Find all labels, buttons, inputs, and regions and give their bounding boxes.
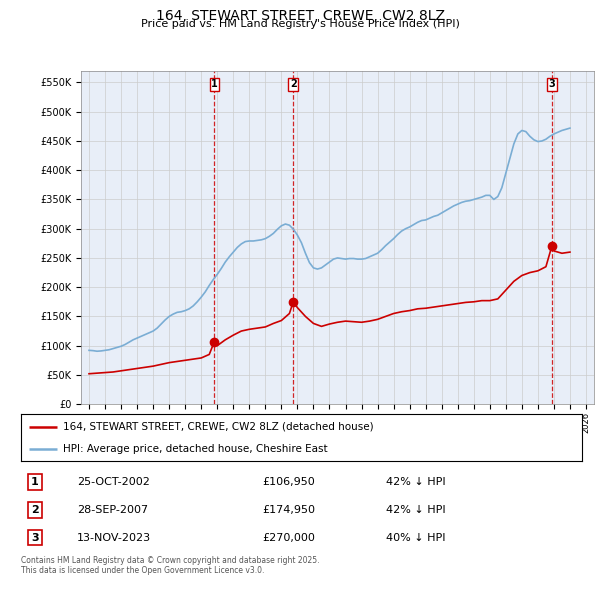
Text: 13-NOV-2023: 13-NOV-2023 <box>77 533 151 543</box>
Text: Contains HM Land Registry data © Crown copyright and database right 2025.
This d: Contains HM Land Registry data © Crown c… <box>21 556 320 575</box>
Text: 2: 2 <box>290 79 296 89</box>
Text: 1: 1 <box>31 477 39 487</box>
Text: Price paid vs. HM Land Registry's House Price Index (HPI): Price paid vs. HM Land Registry's House … <box>140 19 460 30</box>
Text: HPI: Average price, detached house, Cheshire East: HPI: Average price, detached house, Ches… <box>63 444 328 454</box>
Text: 1: 1 <box>211 79 218 89</box>
Text: 42% ↓ HPI: 42% ↓ HPI <box>386 477 445 487</box>
Text: 40% ↓ HPI: 40% ↓ HPI <box>386 533 445 543</box>
Text: £270,000: £270,000 <box>262 533 315 543</box>
Text: 164, STEWART STREET, CREWE, CW2 8LZ: 164, STEWART STREET, CREWE, CW2 8LZ <box>155 9 445 23</box>
Text: 3: 3 <box>548 79 555 89</box>
Text: £106,950: £106,950 <box>262 477 315 487</box>
Text: 3: 3 <box>31 533 39 543</box>
Text: 2: 2 <box>31 505 39 514</box>
Text: 42% ↓ HPI: 42% ↓ HPI <box>386 505 445 514</box>
Text: 25-OCT-2002: 25-OCT-2002 <box>77 477 150 487</box>
Text: 28-SEP-2007: 28-SEP-2007 <box>77 505 148 514</box>
Text: £174,950: £174,950 <box>262 505 315 514</box>
Text: 164, STEWART STREET, CREWE, CW2 8LZ (detached house): 164, STEWART STREET, CREWE, CW2 8LZ (det… <box>63 422 374 432</box>
